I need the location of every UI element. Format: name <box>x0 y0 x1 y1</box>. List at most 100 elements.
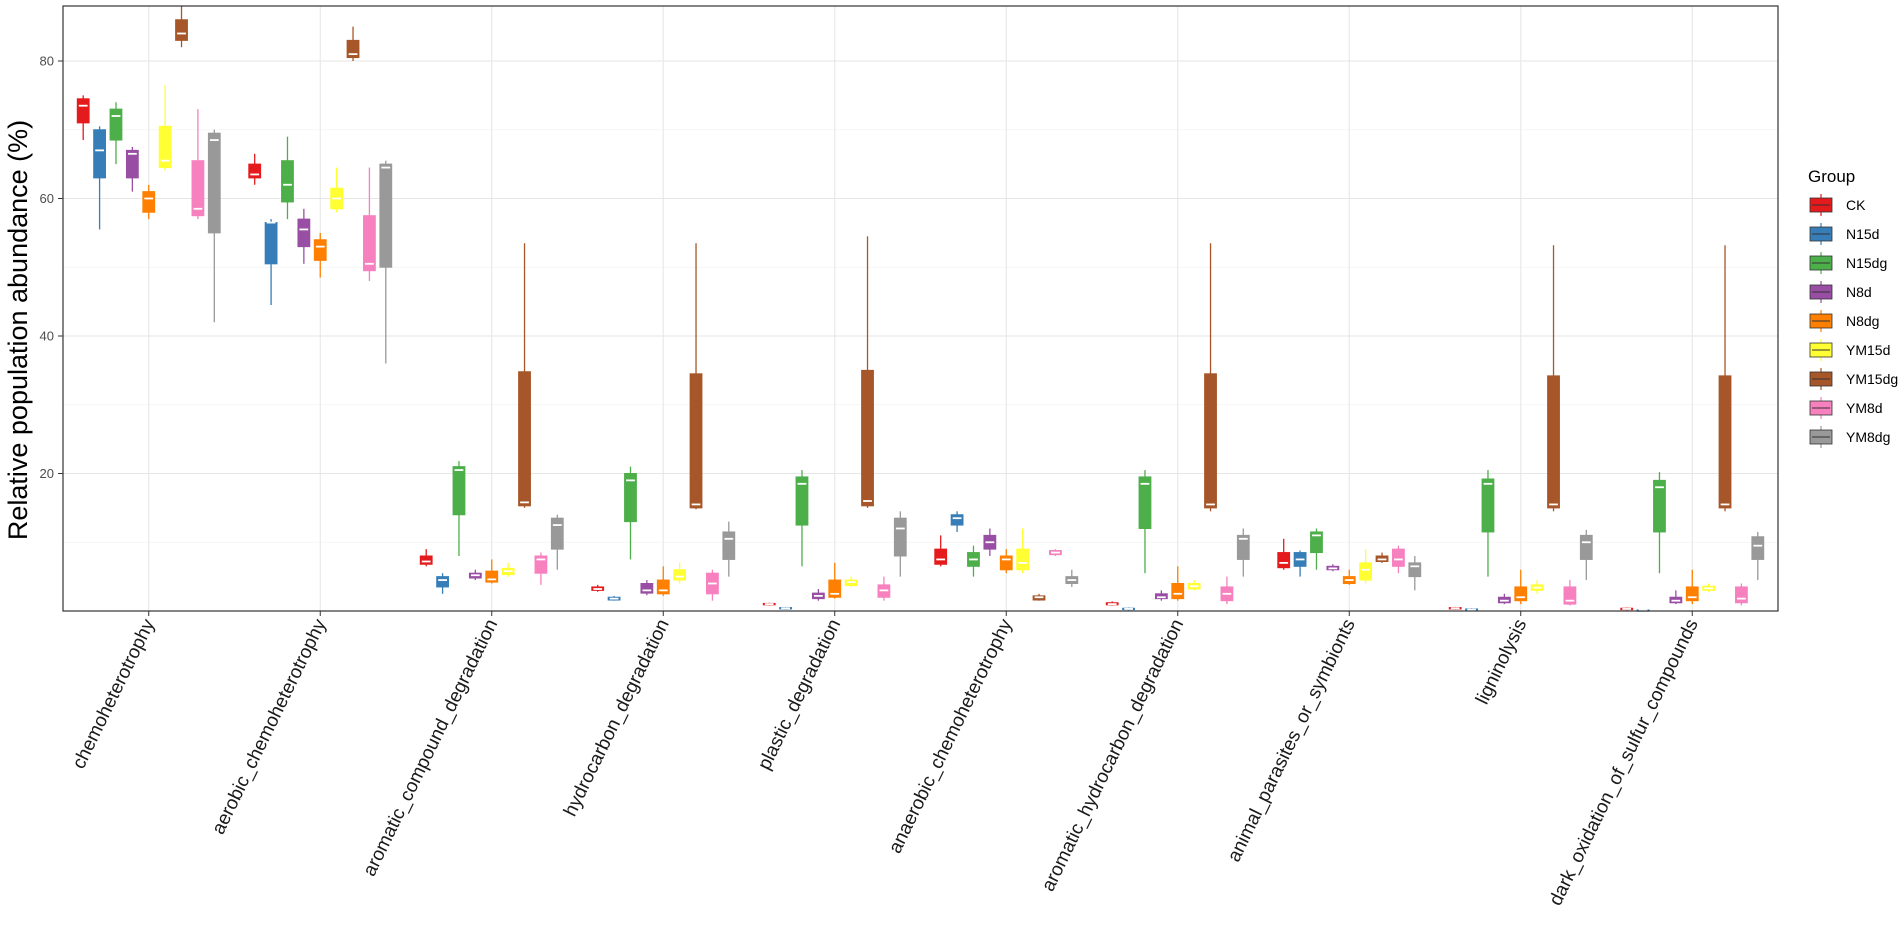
box-iqr <box>518 371 531 507</box>
category-group <box>248 26 393 364</box>
box-iqr <box>1685 586 1699 602</box>
box-N8d <box>640 580 654 596</box>
box-N8dg <box>142 184 156 220</box>
box-N15d <box>1293 550 1307 577</box>
box-iqr <box>673 569 687 581</box>
box-N15d <box>1465 608 1478 611</box>
x-tick-label: aromatic_compound_degradation <box>359 616 502 880</box>
box-iqr <box>624 473 637 523</box>
box-N15dg <box>452 461 466 556</box>
box-YM8d <box>706 569 719 601</box>
box-CK <box>934 535 948 567</box>
box-iqr <box>656 579 670 595</box>
box-YM8dg <box>1236 528 1250 577</box>
legend-label: YM15dg <box>1846 371 1898 387</box>
box-iqr <box>158 125 172 169</box>
box-N15dg <box>795 470 809 567</box>
category-group <box>76 6 221 323</box>
legend-item-YM15d: YM15d <box>1809 339 1890 361</box>
box-iqr <box>893 517 907 557</box>
category-group <box>419 243 564 594</box>
box-YM15dg <box>1032 593 1046 601</box>
box-iqr <box>1653 479 1666 533</box>
box-iqr <box>1359 562 1373 581</box>
box-CK <box>591 584 605 592</box>
box-YM8d <box>191 109 205 220</box>
x-tick-label: plastic_degradation <box>754 616 845 773</box>
box-YM8dg <box>550 514 564 570</box>
box-N8d <box>1154 590 1168 601</box>
panel-border <box>62 5 1779 612</box>
box-N15dg <box>1481 470 1495 577</box>
box-YM15dg <box>1204 243 1217 512</box>
box-N15d <box>1122 607 1135 611</box>
y-tick-label: 60 <box>40 191 54 206</box>
box-N15d <box>93 126 106 230</box>
box-CK <box>762 602 776 606</box>
box-iqr <box>1718 375 1732 509</box>
box-iqr <box>1408 562 1422 578</box>
box-iqr <box>76 98 90 124</box>
box-YM15d <box>330 167 344 213</box>
box-iqr <box>1514 586 1528 602</box>
legend-title: Group <box>1808 167 1855 186</box>
box-YM15d <box>158 85 172 171</box>
box-YM8d <box>1735 583 1748 606</box>
box-iqr <box>1481 478 1495 533</box>
box-YM8dg <box>1408 556 1422 591</box>
box-N15dg <box>281 136 294 220</box>
box-N15d <box>607 595 621 601</box>
legend-label: N15dg <box>1846 255 1887 271</box>
box-N15dg <box>967 545 980 577</box>
legend-label: YM8dg <box>1846 429 1890 445</box>
box-N8dg <box>1514 569 1528 605</box>
box-iqr <box>534 555 548 574</box>
legend-item-N8dg: N8dg <box>1809 310 1879 332</box>
y-tick-label: 40 <box>40 329 54 344</box>
box-iqr <box>109 108 123 141</box>
box-iqr <box>485 570 499 583</box>
x-tick-label: aromatic_hydrocarbon_degradation <box>1038 616 1188 895</box>
box-iqr <box>999 555 1013 571</box>
box-iqr <box>363 215 376 272</box>
box-iqr <box>1171 583 1185 600</box>
box-iqr <box>248 163 262 179</box>
box-iqr <box>93 129 106 179</box>
box-N8d <box>125 146 139 192</box>
box-N8d <box>297 208 311 264</box>
legend-label: CK <box>1846 197 1866 213</box>
box-N15d <box>264 219 278 306</box>
box-YM15d <box>844 576 858 587</box>
box-iqr <box>828 579 842 598</box>
box-iqr <box>1751 536 1765 560</box>
box-iqr <box>452 466 466 516</box>
x-tick-label: chemoheterotrophy <box>69 616 160 773</box>
box-YM8d <box>1392 545 1405 574</box>
box-N8d <box>1497 593 1511 605</box>
box-N8d <box>1669 590 1683 605</box>
y-tick-label: 20 <box>40 466 54 481</box>
box-YM15dg <box>1375 552 1389 563</box>
box-CK <box>1277 538 1291 570</box>
box-N8dg <box>1685 569 1699 605</box>
box-iqr <box>1277 552 1291 569</box>
x-axis: chemoheterotrophy aerobic_chemoheterotrop… <box>69 611 1703 909</box>
box-YM8d <box>1220 576 1234 605</box>
box-N8dg <box>485 559 499 584</box>
legend-item-YM15dg: YM15dg <box>1809 368 1898 390</box>
box-iqr <box>1138 476 1152 529</box>
legend-item-N15dg: N15dg <box>1809 252 1887 274</box>
box-YM15dg <box>1718 245 1732 512</box>
box-iqr <box>934 548 948 565</box>
box-iqr <box>1016 548 1030 571</box>
box-N15dg <box>1653 472 1666 574</box>
box-N8dg <box>828 562 842 599</box>
x-tick-label: animal_parasites_or_symbionts <box>1224 616 1360 865</box>
y-axis: 20 40 60 80 <box>40 54 63 481</box>
x-tick-label: anaerobic_chemoheterotrophy <box>885 616 1017 857</box>
box-YM15dg <box>689 243 703 510</box>
box-iqr <box>281 160 294 203</box>
box-iqr <box>689 373 703 509</box>
box-YM15dg <box>518 243 531 508</box>
box-YM8dg <box>207 129 221 323</box>
